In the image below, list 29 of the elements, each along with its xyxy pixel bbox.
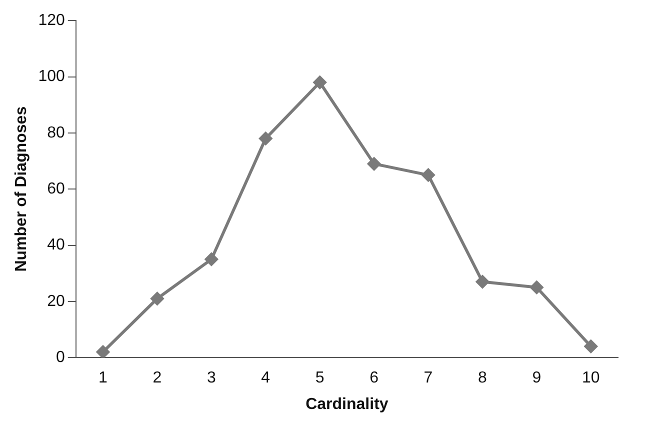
x-tick-label: 7 — [424, 370, 433, 387]
x-tick-label: 5 — [315, 370, 324, 387]
y-tick-label: 80 — [47, 124, 65, 142]
x-tick-label: 1 — [98, 370, 108, 387]
x-tick-label: 3 — [206, 370, 216, 387]
y-tick-label: 60 — [47, 180, 65, 198]
y-tick-label: 120 — [38, 12, 65, 30]
x-tick-label: 8 — [478, 370, 488, 387]
x-tick-label: 6 — [370, 370, 379, 387]
point — [584, 340, 598, 353]
x-tick-label: 10 — [582, 370, 600, 387]
y-tick-label: 40 — [47, 236, 65, 254]
x-tick-label: 2 — [152, 370, 162, 387]
point — [96, 345, 110, 358]
y-tick-label: 0 — [56, 349, 65, 366]
point — [422, 168, 435, 182]
x-tick-label: 9 — [532, 370, 542, 387]
point — [368, 157, 381, 170]
y-tick-label: 100 — [38, 68, 65, 86]
point — [204, 252, 218, 266]
x-axis-title: Cardinality — [306, 396, 388, 413]
x-tick-label: 4 — [261, 370, 270, 387]
point — [476, 275, 489, 288]
y-tick-label: 20 — [47, 292, 65, 310]
point — [259, 132, 272, 146]
point — [150, 292, 164, 306]
point — [530, 280, 544, 294]
point — [313, 76, 326, 89]
y-axis-title: Number of Diagnoses — [13, 106, 30, 272]
